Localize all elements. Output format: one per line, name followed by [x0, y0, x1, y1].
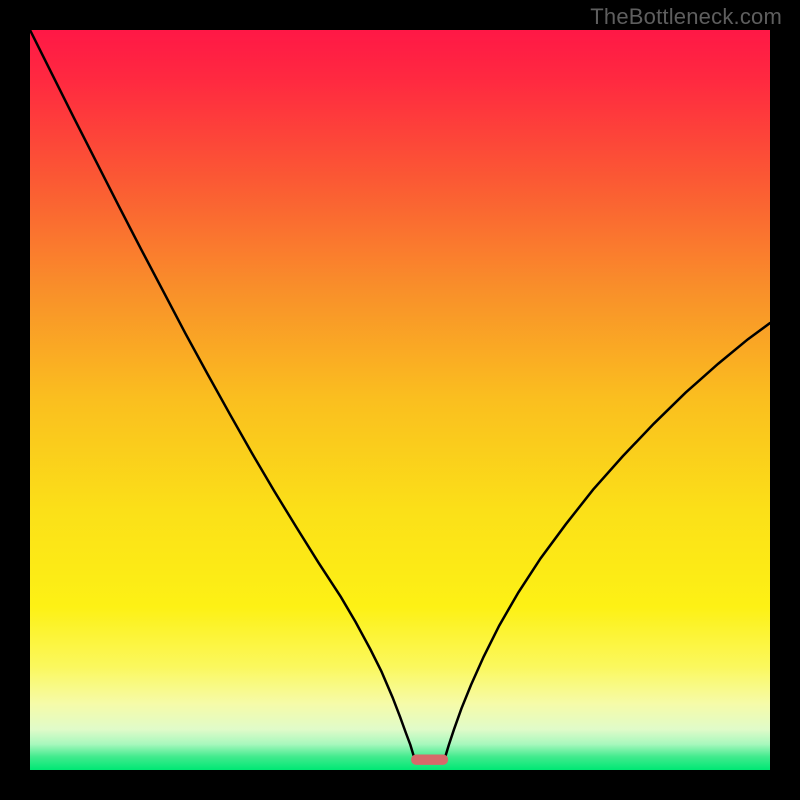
plot-area — [30, 30, 770, 770]
chart-container: TheBottleneck.com — [0, 0, 800, 800]
gradient-background — [30, 30, 770, 770]
optimum-marker — [411, 754, 448, 764]
bottleneck-curve-chart — [30, 30, 770, 770]
watermark-text: TheBottleneck.com — [590, 4, 782, 30]
